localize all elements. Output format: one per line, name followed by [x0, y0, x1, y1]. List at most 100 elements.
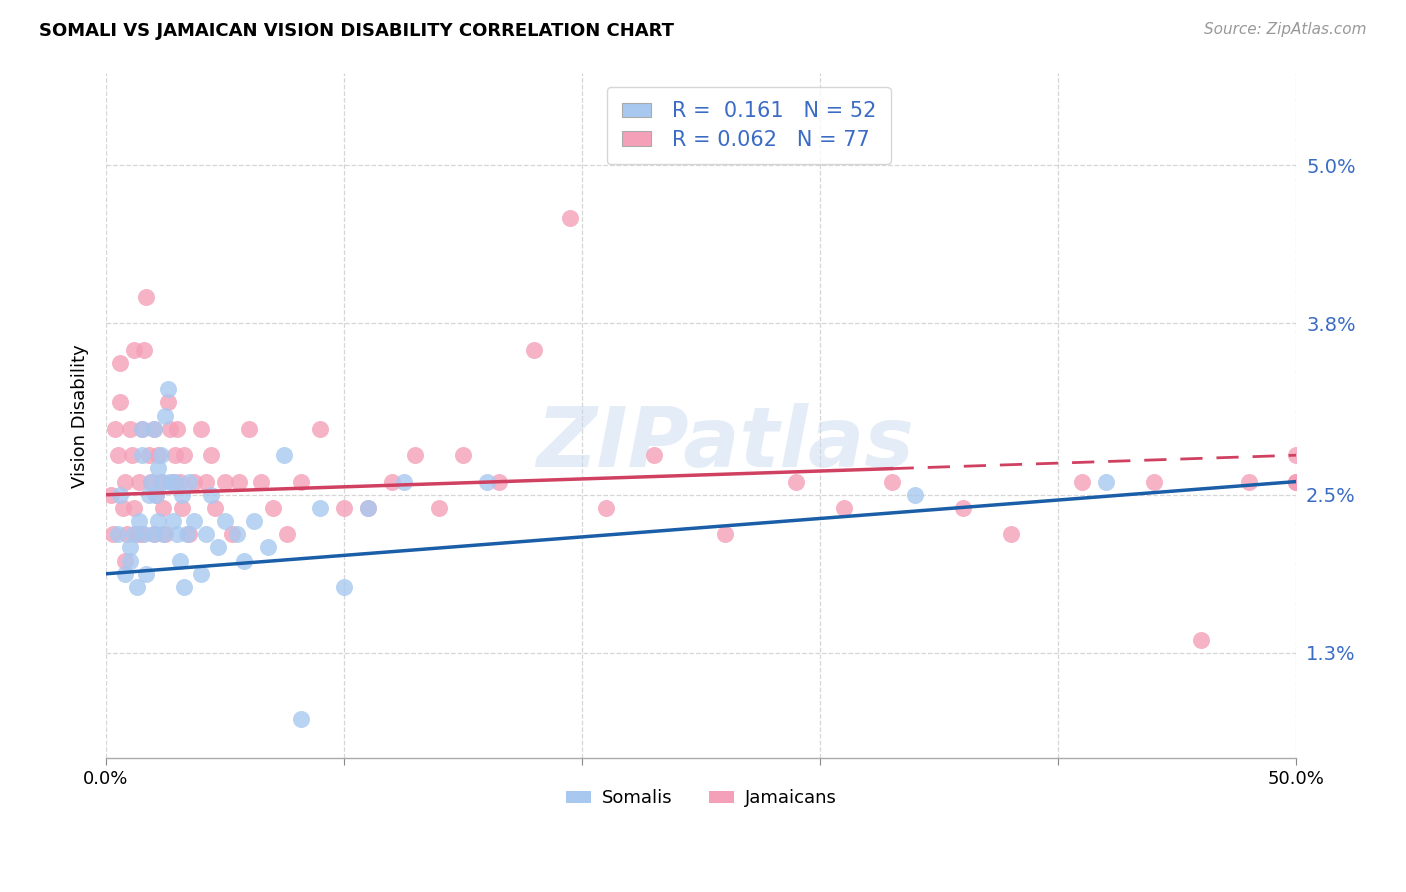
Point — [176, 527, 198, 541]
Point — [194, 527, 217, 541]
Point — [111, 500, 134, 515]
Point — [152, 527, 174, 541]
Point — [200, 448, 222, 462]
Point — [238, 422, 260, 436]
Point — [114, 554, 136, 568]
Point — [880, 475, 903, 489]
Point — [100, 488, 122, 502]
Point — [1095, 475, 1118, 489]
Point — [156, 382, 179, 396]
Point — [121, 448, 143, 462]
Point — [173, 448, 195, 462]
Legend: Somalis, Jamaicans: Somalis, Jamaicans — [558, 782, 844, 814]
Point — [108, 395, 131, 409]
Point — [118, 422, 141, 436]
Point — [233, 554, 256, 568]
Point — [333, 500, 356, 515]
Point — [132, 527, 155, 541]
Point — [128, 514, 150, 528]
Point — [242, 514, 264, 528]
Point — [108, 488, 131, 502]
Point — [221, 527, 243, 541]
Point — [155, 527, 177, 541]
Point — [162, 475, 184, 489]
Point — [228, 475, 250, 489]
Point — [309, 500, 332, 515]
Point — [276, 527, 298, 541]
Point — [142, 527, 165, 541]
Point — [148, 514, 170, 528]
Point — [1142, 475, 1164, 489]
Point — [138, 488, 160, 502]
Point — [128, 475, 150, 489]
Point — [392, 475, 415, 489]
Point — [169, 475, 191, 489]
Point — [225, 527, 247, 541]
Point — [108, 356, 131, 370]
Point — [124, 343, 146, 357]
Point — [595, 500, 617, 515]
Point — [114, 475, 136, 489]
Point — [159, 422, 181, 436]
Point — [101, 527, 124, 541]
Point — [155, 409, 177, 423]
Point — [166, 527, 188, 541]
Point — [107, 527, 129, 541]
Point — [159, 475, 181, 489]
Point — [904, 488, 927, 502]
Point — [1000, 527, 1022, 541]
Point — [169, 554, 191, 568]
Point — [142, 422, 165, 436]
Point — [124, 527, 146, 541]
Point — [145, 488, 167, 502]
Point — [249, 475, 271, 489]
Point — [107, 448, 129, 462]
Point — [163, 448, 186, 462]
Point — [1285, 475, 1308, 489]
Point — [172, 488, 194, 502]
Text: SOMALI VS JAMAICAN VISION DISABILITY CORRELATION CHART: SOMALI VS JAMAICAN VISION DISABILITY COR… — [39, 22, 675, 40]
Point — [142, 422, 165, 436]
Point — [523, 343, 546, 357]
Point — [131, 422, 153, 436]
Point — [1071, 475, 1094, 489]
Point — [179, 527, 201, 541]
Point — [183, 514, 205, 528]
Point — [117, 527, 139, 541]
Point — [166, 422, 188, 436]
Point — [256, 541, 278, 555]
Point — [183, 475, 205, 489]
Point — [404, 448, 426, 462]
Point — [172, 500, 194, 515]
Point — [488, 475, 510, 489]
Point — [214, 514, 236, 528]
Point — [104, 422, 127, 436]
Text: ZIPatlas: ZIPatlas — [536, 402, 914, 483]
Y-axis label: Vision Disability: Vision Disability — [72, 343, 89, 488]
Point — [200, 488, 222, 502]
Point — [207, 541, 229, 555]
Point — [139, 475, 162, 489]
Point — [1285, 448, 1308, 462]
Point — [1237, 475, 1260, 489]
Point — [262, 500, 284, 515]
Point — [148, 461, 170, 475]
Point — [125, 527, 148, 541]
Point — [148, 448, 170, 462]
Point — [1285, 475, 1308, 489]
Point — [290, 712, 312, 726]
Point — [156, 395, 179, 409]
Point — [125, 580, 148, 594]
Point — [131, 422, 153, 436]
Point — [475, 475, 498, 489]
Point — [643, 448, 665, 462]
Point — [114, 566, 136, 581]
Point — [290, 475, 312, 489]
Point — [152, 500, 174, 515]
Point — [163, 475, 186, 489]
Point — [333, 580, 356, 594]
Point — [118, 554, 141, 568]
Point — [173, 580, 195, 594]
Point — [785, 475, 807, 489]
Point — [149, 475, 172, 489]
